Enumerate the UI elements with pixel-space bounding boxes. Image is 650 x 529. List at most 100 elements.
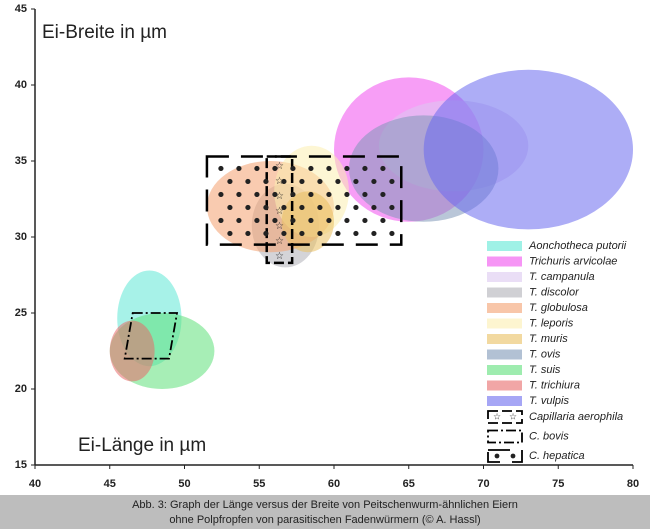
legend: Aonchotheca putorii Trichuris arvicolae T.…: [487, 240, 627, 463]
range-ellipse: [109, 320, 155, 382]
star-symbol: ☆: [275, 206, 284, 217]
y-tick-label: 35: [15, 155, 27, 167]
star-symbol: ☆: [275, 191, 284, 202]
x-tick-label: 70: [477, 478, 489, 490]
y-tick-label: 40: [15, 79, 27, 91]
range-box: [123, 312, 179, 360]
range-ellipse: [281, 191, 334, 253]
legend-label: Trichuris arvicolae: [529, 255, 617, 267]
star-symbol: ☆: [275, 251, 284, 262]
dot-symbol: [380, 191, 386, 198]
legend-swatch: [487, 272, 522, 282]
dot-symbol: [510, 453, 516, 459]
x-tick-label: 50: [178, 478, 190, 490]
dot-symbol: [245, 230, 251, 237]
legend-label: T. vulpis: [529, 395, 569, 407]
legend-swatch: [487, 241, 522, 251]
dot-symbol: [236, 191, 242, 198]
x-tick-label: 40: [29, 478, 41, 490]
star-symbol: ☆: [275, 176, 284, 187]
dot-symbol: [308, 217, 314, 224]
legend-swatch: [487, 449, 523, 463]
dot-symbol: [317, 230, 323, 237]
dot-symbol: [245, 204, 251, 211]
dot-symbol: [281, 204, 287, 211]
dot-symbol: [317, 178, 323, 185]
dot-symbol: [272, 217, 278, 224]
dot-symbol: [335, 204, 341, 211]
dot-symbol: [263, 204, 269, 211]
dot-symbol: [380, 217, 386, 224]
dot-symbol: [218, 165, 224, 172]
dot-symbol: [263, 230, 269, 237]
dot-symbol: [227, 204, 233, 211]
dot-symbol: [362, 191, 368, 198]
dot-symbol: [362, 217, 368, 224]
dot-symbol: [389, 178, 395, 185]
star-symbol: ☆: [275, 221, 284, 232]
caption-bar: [0, 495, 650, 529]
legend-swatch: [487, 349, 522, 360]
x-tick-label: 45: [104, 478, 116, 490]
dot-symbol: [344, 191, 350, 198]
legend-swatch: [487, 318, 522, 329]
caption: ohne Polpfropfen von parasitischen Faden…: [169, 514, 480, 526]
legend-label: T. discolor: [529, 286, 580, 298]
dot-symbol: [254, 191, 260, 198]
dot-symbol: [290, 165, 296, 172]
legend-label: T. muris: [529, 333, 568, 345]
legend-swatch: [487, 429, 523, 444]
range-box: [205, 155, 403, 246]
dot-symbol: [299, 204, 305, 211]
x-tick-label: 55: [253, 478, 265, 490]
y-tick-label: 20: [15, 383, 27, 395]
dot-symbol: [371, 204, 377, 211]
legend-label: T. suis: [529, 364, 561, 376]
star-symbol: ☆: [275, 161, 284, 172]
dot-symbol: [245, 178, 251, 185]
dot-symbol: [335, 178, 341, 185]
dot-symbol: [326, 165, 332, 172]
y-tick-label: 15: [15, 459, 27, 471]
range-ellipse: [423, 69, 633, 230]
dot-symbol: [317, 204, 323, 211]
dot-symbol: [353, 178, 359, 185]
legend-swatch: [487, 396, 522, 406]
caption: Abb. 3: Graph der Länge versus der Breit…: [132, 499, 518, 511]
dot-symbol: [299, 230, 305, 237]
x-tick-label: 65: [403, 478, 415, 490]
y-axis-label: Ei-Breite in µm: [42, 22, 167, 43]
dot-symbol: [227, 178, 233, 185]
dot-symbol: [335, 230, 341, 237]
legend-label: T. globulosa: [529, 302, 588, 314]
legend-label: C. hepatica: [529, 450, 585, 462]
legend-swatch: [487, 287, 522, 298]
dot-symbol: [272, 165, 278, 172]
dot-symbol: [371, 230, 377, 237]
dot-symbol: [380, 165, 386, 172]
dot-symbol: [344, 165, 350, 172]
legend-label: Aonchotheca putorii: [528, 240, 627, 252]
dot-symbol: [254, 217, 260, 224]
dot-symbol: [299, 178, 305, 185]
legend-label: Capillaria aerophila: [529, 411, 623, 423]
dot-symbol: [371, 178, 377, 185]
legend-label: T. ovis: [529, 348, 561, 360]
dot-symbol: [218, 217, 224, 224]
dot-symbol: [236, 217, 242, 224]
x-axis-label: Ei-Länge in µm: [78, 435, 206, 456]
dot-symbol: [281, 230, 287, 237]
dot-symbol: [326, 191, 332, 198]
dot-symbol: [362, 165, 368, 172]
x-tick-label: 60: [328, 478, 340, 490]
legend-swatch: [487, 410, 523, 424]
dot-symbol: [218, 191, 224, 198]
dot-symbol: [494, 453, 500, 459]
dot-symbol: [281, 178, 287, 185]
dot-symbol: [389, 230, 395, 237]
dot-symbol: [353, 230, 359, 237]
dot-symbol: [227, 230, 233, 237]
dot-symbol: [389, 204, 395, 211]
dot-symbol: [308, 165, 314, 172]
